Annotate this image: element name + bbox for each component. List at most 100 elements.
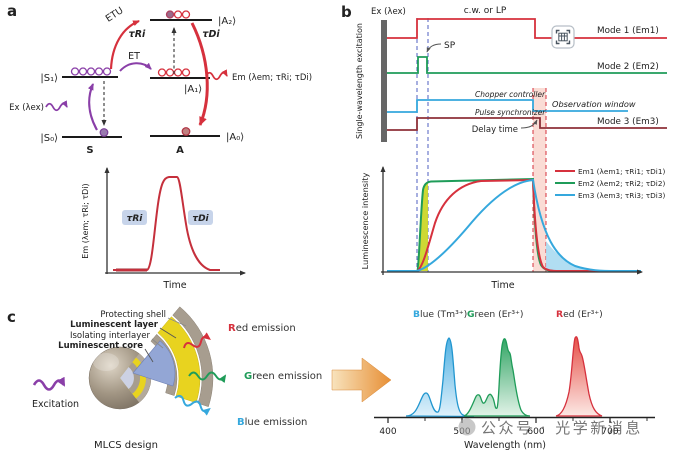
- sensitizer-label: S: [86, 145, 93, 156]
- em3-curve: [387, 178, 641, 272]
- blue-emission-prefix: B: [237, 417, 245, 428]
- s1-population: [70, 67, 112, 76]
- cut-face-core-cavity: [120, 367, 134, 389]
- mlcs-sphere: [88, 346, 152, 410]
- blue-spectrum: [405, 337, 475, 418]
- excitation-axis-label: Single-wavelength excitation: [355, 23, 364, 139]
- sp-label: SP: [444, 41, 456, 51]
- blue-spectrum-rest: lue (Tm³⁺): [420, 309, 467, 320]
- watermark-logo-icon: [458, 418, 476, 436]
- observation-label: Observation window: [552, 99, 636, 109]
- red-spectrum: [555, 336, 603, 417]
- core-wedge: [132, 340, 176, 387]
- etu-arrow: [109, 19, 140, 70]
- pulse-sync-label: Pulse synchronizer: [475, 108, 546, 117]
- green-emission-rest: reen emission: [252, 371, 322, 382]
- mode2-label: Mode 2 (Em2): [597, 62, 659, 72]
- tau-rise-label: τRi: [129, 29, 146, 40]
- green-emission-wave: [188, 371, 227, 383]
- ket-a1: |A₁⟩: [184, 84, 202, 95]
- green-emission-label: Green emission: [244, 371, 322, 382]
- excitation-label: Excitation: [32, 399, 79, 410]
- ket-a2: |A₂⟩: [218, 16, 236, 27]
- excitation-label: Ex (λex): [9, 103, 44, 113]
- y-axis-label: Em (λem; τRi; τDi): [81, 183, 90, 258]
- mlcs-design-label: MLCS design: [94, 440, 158, 451]
- chopper-trace: [387, 99, 628, 113]
- luminescent-layer-pointer: [159, 327, 177, 339]
- protecting-shell-pointer: [167, 317, 187, 327]
- red-emission-rest: ed emission: [236, 323, 296, 334]
- ground-excitation-arrow: [87, 83, 98, 131]
- delay-label: Delay time: [472, 125, 518, 135]
- energy-levels: [62, 19, 220, 138]
- legend: Em1 (λem1; τRi1; τDi1) Em2 (λem2; τRi2; …: [555, 167, 665, 200]
- green-spectrum-label: Green (Er³⁺): [467, 309, 523, 320]
- watermark-text: 公众号 · 光学新消息: [481, 419, 643, 437]
- a2-population: [165, 10, 191, 19]
- red-spectrum-rest: ed (Er³⁺): [563, 309, 603, 320]
- cw-lp-label: c.w. or LP: [464, 6, 507, 16]
- x-axis-label: Time: [490, 280, 514, 291]
- blue-emission-wave: [174, 394, 211, 416]
- et-arrow: [119, 62, 152, 72]
- ket-s1: |S₁⟩: [40, 73, 58, 84]
- layer-annotations: Protecting shell Luminescent layer Isola…: [58, 310, 187, 363]
- ket-a0: |A₀⟩: [226, 132, 244, 143]
- legend-label-em3: Em3 (λem3; τRi3; τDi3): [578, 191, 665, 200]
- etu-label: ETU: [104, 5, 126, 24]
- red-emission-prefix: R: [228, 323, 236, 334]
- green-spectrum: [463, 338, 531, 417]
- red-spectrum-prefix: R: [556, 309, 563, 320]
- luminescent-core-pointer: [144, 348, 154, 363]
- legend-label-em1: Em1 (λem1; τRi1; τDi1): [578, 167, 665, 176]
- tick-400: 400: [379, 427, 396, 437]
- isolating-interlayer-pointer: [151, 338, 164, 349]
- watermark: 公众号 · 光学新消息: [458, 418, 643, 437]
- excitation-wave-arrow: [32, 376, 66, 391]
- blue-emission-label: Blue emission: [237, 417, 307, 428]
- a0-electron: [181, 127, 191, 136]
- green-emission-prefix: G: [244, 371, 252, 382]
- panel-c-label: c: [7, 308, 16, 326]
- activator-label: A: [176, 145, 184, 156]
- panel-b-timing-diagram: b Ex (λex) Single-wavelength excitation …: [341, 3, 667, 291]
- panel-a-energy-diagram: a |S₁⟩ |S₀⟩ |A₂⟩ |A₁⟩ |A₀⟩ S A: [7, 2, 312, 291]
- emission-curve: [113, 176, 220, 271]
- sp-pointer: [426, 43, 442, 53]
- excitation-wave-icon: [45, 100, 68, 112]
- excitation-source-bar: [381, 20, 387, 142]
- y-axis-label: Luminescence intensity: [360, 172, 370, 269]
- sphere-highlight: [93, 353, 119, 371]
- rise-badge: τRi: [127, 214, 144, 224]
- blue-emission-rest: lue emission: [245, 417, 308, 428]
- red-spectrum-label: Red (Er³⁺): [556, 309, 603, 320]
- panel-a-label: a: [7, 2, 17, 20]
- luminescent-core-label: Luminescent core: [58, 341, 143, 351]
- decay-badge-bg: [188, 210, 213, 225]
- tick-600: 600: [527, 427, 544, 437]
- rise-badge-bg: [122, 210, 147, 225]
- luminescent-layer-label: Luminescent layer: [70, 320, 159, 330]
- panel-b-label: b: [341, 3, 352, 21]
- decay-badge: τDi: [192, 214, 209, 224]
- panel-c-mlcs-and-spectra: c Protecting shell Luminescent layer Iso…: [7, 306, 655, 451]
- ket-s0: |S₀⟩: [40, 133, 58, 144]
- mode3-label: Mode 3 (Em3): [597, 117, 659, 127]
- legend-label-em2: Em2 (λem2; τRi2; τDi2): [578, 179, 665, 188]
- emission-label: Em (λem; τRi; τDi): [232, 73, 312, 83]
- transition-block-arrow: [331, 357, 392, 403]
- s0-electron: [99, 128, 109, 137]
- blue-spectrum-label: Blue (Tm³⁺): [413, 309, 467, 320]
- mode1-label: Mode 1 (Em1): [597, 26, 659, 36]
- transient-plot: Em (λem; τRi; τDi) Time τRi τDi: [81, 167, 246, 291]
- protecting-shell-label: Protecting shell: [100, 310, 166, 320]
- x-axis-label: Time: [162, 280, 186, 291]
- delayed-emission-fill: [546, 241, 616, 271]
- isolating-interlayer-label: Isolating interlayer: [70, 331, 151, 341]
- red-emission-wave: [183, 332, 211, 349]
- blue-spectrum-prefix: B: [413, 309, 420, 320]
- green-spectrum-rest: reen (Er³⁺): [475, 309, 524, 320]
- chopper-label: Chopper controller: [475, 90, 546, 99]
